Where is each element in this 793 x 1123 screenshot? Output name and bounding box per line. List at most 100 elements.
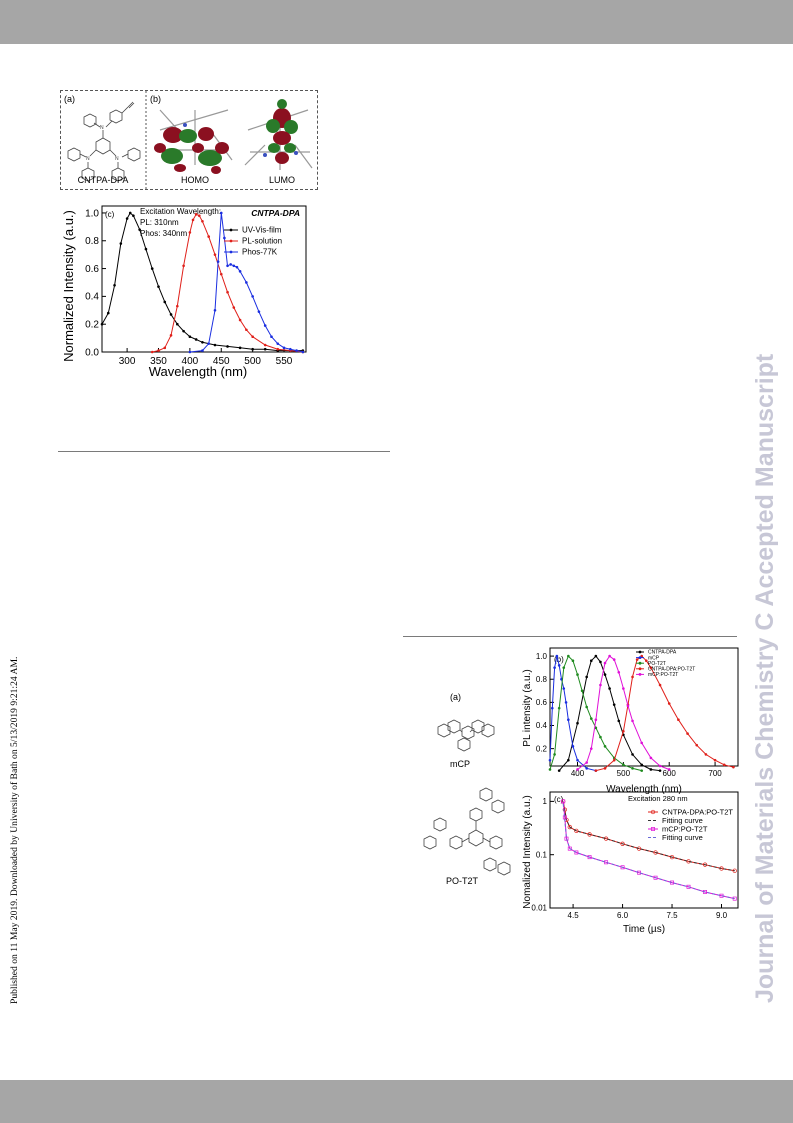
data-point <box>144 247 148 251</box>
legend-marker <box>638 656 642 659</box>
data-point <box>635 658 639 661</box>
x-axis-label: Time (µs) <box>623 924 665 935</box>
data-point <box>640 763 644 767</box>
x-tick-label: 300 <box>119 356 136 367</box>
data-point <box>548 758 552 762</box>
series-line-2 <box>189 212 304 353</box>
data-point <box>612 658 616 661</box>
data-point <box>603 745 607 748</box>
data-point <box>197 214 201 218</box>
data-point <box>245 281 248 284</box>
data-point <box>226 264 229 268</box>
panel-c-label: (c) <box>105 210 115 219</box>
x-tick-label: 700 <box>708 769 722 778</box>
x-axis-label: Wavelength (nm) <box>606 784 682 795</box>
y-tick-label: 0.01 <box>531 904 547 913</box>
y-tick-label: 0.8 <box>85 236 99 247</box>
plot-frame <box>549 647 739 767</box>
data-point <box>571 745 575 748</box>
data-point <box>169 313 173 316</box>
header-band <box>0 0 793 44</box>
data-point <box>263 347 267 351</box>
data-point <box>722 763 726 767</box>
panel-c-label: (c) <box>554 795 564 804</box>
data-point <box>608 654 611 658</box>
data-point <box>649 666 653 669</box>
data-point <box>732 765 735 769</box>
data-point <box>219 211 223 215</box>
data-point <box>251 347 254 351</box>
data-point <box>226 290 229 294</box>
panel-b-label: (b) <box>150 94 161 104</box>
legend-marker <box>229 250 233 254</box>
data-point <box>617 719 621 723</box>
data-point <box>567 846 572 851</box>
legend-label: CNTPA-DPA:PO-T2T <box>662 808 733 817</box>
y-axis-label: Normalized Intensity (a.u.) <box>62 210 76 362</box>
data-point <box>704 753 708 756</box>
data-point <box>163 346 167 350</box>
data-point <box>213 343 217 347</box>
figure-2-decay-chart: Nomalized Intensity (a.u.) Time (µs) (c)… <box>522 791 739 935</box>
legend-marker <box>229 239 233 243</box>
legend-label: Fitting curve <box>662 833 703 842</box>
data-point <box>125 217 129 220</box>
data-point <box>548 768 552 771</box>
lumo-label: LUMO <box>269 175 295 185</box>
data-point <box>561 799 566 804</box>
y-tick-label: 0.6 <box>85 264 99 275</box>
left-column-rule <box>58 451 390 452</box>
y-tick-label: 0.0 <box>85 347 99 358</box>
series-line-1 <box>562 802 735 872</box>
data-point <box>216 260 220 263</box>
data-point <box>113 283 116 287</box>
data-point <box>669 854 675 860</box>
x-tick-label: 9.0 <box>716 911 728 920</box>
figure-1-spectra-chart: Normalized Intensity (a.u.) Wavelength (… <box>62 205 307 379</box>
legend-label: mCP:PO-T2T <box>662 825 708 834</box>
data-point <box>695 743 699 747</box>
data-point <box>550 706 554 710</box>
data-point <box>576 721 579 725</box>
data-point <box>219 272 223 276</box>
data-point <box>150 350 154 354</box>
data-point <box>188 350 192 354</box>
data-point <box>631 675 634 679</box>
homo-orbital-image <box>154 109 233 174</box>
legend-marker <box>651 827 655 831</box>
data-point <box>631 719 634 723</box>
y-tick-label: 0.8 <box>536 675 548 684</box>
data-point <box>257 310 261 313</box>
data-point <box>191 218 195 222</box>
series-line-4 <box>577 655 670 770</box>
panel-a-label: (a) <box>450 692 461 702</box>
data-point <box>603 673 607 676</box>
data-point <box>585 705 588 709</box>
y-tick-label: 1.0 <box>536 652 548 661</box>
data-point <box>182 264 185 268</box>
legend-label: UV-Vis-film <box>242 226 282 235</box>
data-point <box>564 701 568 704</box>
data-point <box>631 753 634 756</box>
data-point <box>585 767 588 770</box>
y-tick-label: 0.4 <box>85 292 99 303</box>
x-axis-label: Wavelength (nm) <box>149 364 248 379</box>
data-point <box>686 884 691 889</box>
data-point <box>608 687 611 690</box>
homo-label: HOMO <box>181 175 209 185</box>
data-point <box>587 855 592 860</box>
svg-text:N: N <box>100 125 104 131</box>
data-point <box>732 868 737 873</box>
data-point <box>555 654 559 658</box>
data-point <box>557 706 561 710</box>
data-point <box>567 718 570 722</box>
x-tick-label: 450 <box>213 356 230 367</box>
data-point <box>157 285 160 288</box>
data-point <box>201 349 204 352</box>
data-point <box>653 850 658 855</box>
legend-label: Phos-77K <box>242 248 278 257</box>
data-point <box>649 756 653 760</box>
data-point <box>585 675 588 679</box>
data-point <box>263 343 267 347</box>
data-point <box>238 270 242 273</box>
